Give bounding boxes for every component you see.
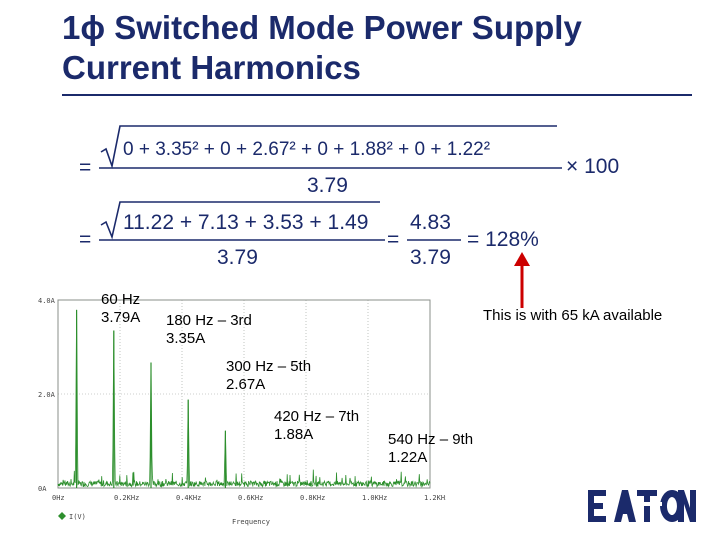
harmonic-spectrum-chart: 0Hz 0.2KHz 0.4KHz 0.6KHz 0.8KHz 1.0KHz 1.2KHz 4… bbox=[38, 297, 446, 526]
eq2-numerator: 4.83 bbox=[410, 211, 451, 234]
eq2-equals: = bbox=[387, 228, 399, 251]
eq2-denominator-2: 3.79 bbox=[410, 246, 451, 268]
annotation-420hz: 420 Hz – 7th 1.88A bbox=[274, 408, 360, 443]
chart-frame bbox=[57, 299, 431, 489]
eq2-result: = 128% bbox=[467, 228, 539, 251]
x-tick-label: 1.2KHz bbox=[424, 494, 446, 502]
title-line-2: Current Harmonics bbox=[62, 49, 361, 86]
svg-text:I(V): I(V) bbox=[69, 513, 86, 521]
eq2-radicand: 11.22 + 7.13 + 3.53 + 1.49 bbox=[123, 211, 368, 234]
annotation-180hz: 180 Hz – 3rd 3.35A bbox=[166, 312, 252, 347]
annotation-540hz: 540 Hz – 9th 1.22A bbox=[388, 431, 474, 466]
eq1-radicand: 0 + 3.35² + 0 + 2.67² + 0 + 1.88² + 0 + … bbox=[123, 139, 490, 160]
x-tick-label: 0.4KHz bbox=[176, 494, 201, 502]
y-tick-label: 2.0A bbox=[38, 391, 56, 399]
x-tick-label: 0.6KHz bbox=[238, 494, 263, 502]
annotation-300hz: 300 Hz – 5th 2.67A bbox=[226, 358, 312, 393]
slide-title: 1ϕ Switched Mode Power Supply Current Ha… bbox=[62, 8, 582, 88]
thd-equation: = 0 + 3.35² + 0 + 2.67² + 0 + 1.88² + 0 … bbox=[79, 125, 619, 268]
eq1-radical bbox=[100, 125, 557, 170]
eq1-prefix: = bbox=[79, 156, 91, 179]
y-tick-label: 0A bbox=[38, 485, 47, 493]
result-arrow bbox=[514, 252, 530, 308]
title-line-1: 1ϕ Switched Mode Power Supply bbox=[62, 9, 582, 46]
eaton-logo bbox=[588, 490, 696, 522]
x-tick-label: 1.0KHz bbox=[362, 494, 387, 502]
x-tick-label: 0.2KHz bbox=[114, 494, 139, 502]
y-tick-label: 4.0A bbox=[38, 297, 56, 305]
x-tick-label: 0.8KHz bbox=[300, 494, 325, 502]
legend: I(V) bbox=[58, 512, 86, 521]
eq2-radical bbox=[100, 201, 380, 240]
eq2-denominator: 3.79 bbox=[217, 246, 258, 268]
spectrum-trace bbox=[57, 309, 431, 488]
annotation-60hz: 60 Hz 3.79A bbox=[101, 291, 141, 326]
eq1-denominator: 3.79 bbox=[307, 174, 348, 197]
eq1-times-100: × 100 bbox=[566, 155, 619, 178]
x-axis-label: Frequency bbox=[232, 518, 270, 526]
eq2-prefix: = bbox=[79, 228, 91, 251]
availability-note: This is with 65 kA available bbox=[483, 307, 663, 324]
title-underline bbox=[62, 94, 692, 96]
x-tick-label: 0Hz bbox=[52, 494, 65, 502]
